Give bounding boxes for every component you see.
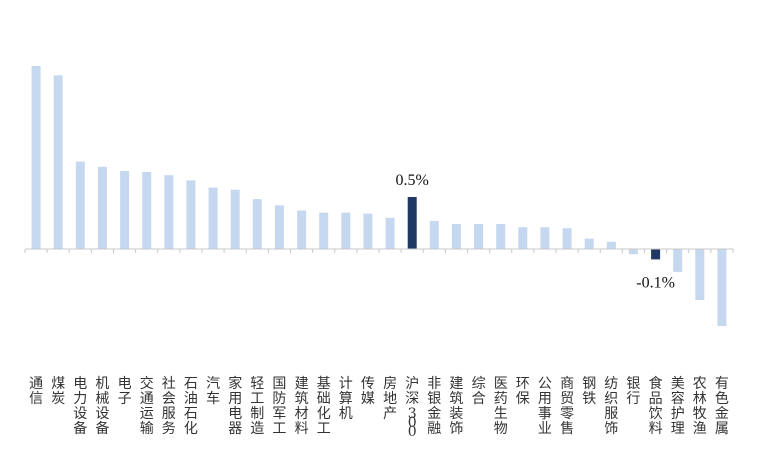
bar-20 [451,224,461,249]
category-label: 有色金属 [715,376,729,437]
bar-32 [717,249,727,326]
category-label: 美容护理 [671,376,685,437]
bar-24 [540,227,550,249]
category-label: 计算机 [339,376,353,422]
bar-30 [673,249,683,272]
category-label: 轻工制造 [250,376,264,437]
category-label: 石油石化 [184,376,198,437]
category-label: 通信 [29,376,43,407]
category-label: 钢铁 [582,376,596,407]
bar-16 [363,213,373,249]
bar-8 [186,180,196,249]
bar-26 [584,238,594,249]
bar-17 [385,217,395,249]
bar-4 [97,166,107,249]
bar-1 [31,66,41,249]
category-label: 汽车 [206,376,220,407]
category-label: 电子 [118,376,132,407]
data-labels-group: 0.5% -0.1% [396,172,675,291]
bar-7 [164,175,174,249]
category-label: 医药生物 [494,376,508,437]
category-label: 交通运输 [140,375,154,437]
category-label: 建筑材料 [295,376,309,437]
bars-group [31,66,727,326]
bar-28 [628,249,638,255]
bar-15 [341,212,351,249]
category-label: 食品饮料 [649,375,663,437]
category-label: 家用电器 [228,375,242,437]
category-label: 沪深 3 0 0 [405,376,419,440]
bar-18 [407,197,417,249]
category-label: 公用事业 [538,376,552,437]
bar-5 [120,171,130,249]
bar-14 [319,212,329,249]
category-label: 农林牧渔 [693,376,707,437]
bar-21 [474,224,484,249]
bar-22 [496,224,506,249]
category-label: 银行 [626,376,640,407]
data-label: 0.5% [396,172,429,189]
bar-12 [274,205,284,249]
category-label: 房地产 [383,376,397,422]
category-label: 纺织服饰 [604,376,618,437]
category-label: 社会服务 [162,376,176,437]
bar-2 [53,75,63,249]
category-label: 环保 [516,376,530,407]
bar-11 [252,199,262,249]
bar-19 [429,220,439,249]
category-label: 国防军工 [272,376,286,437]
bar-29 [651,249,661,260]
bar-23 [518,227,528,249]
category-label: 商贸零售 [560,376,574,437]
bar-13 [297,210,307,249]
category-label: 机械设备 [95,376,109,437]
category-label: 非银金融 [427,376,441,437]
bar-3 [75,161,85,249]
category-labels-group: 通信煤炭电力设备机械设备电子交通运输社会服务石油石化汽车家用电器轻工制造国防军工… [29,375,729,440]
bar-27 [606,241,616,249]
category-label: 传媒 [361,376,375,407]
axis-ticks-group [24,249,734,253]
data-label: -0.1% [636,274,675,291]
category-label: 基础化工 [317,375,331,437]
bar-9 [208,187,218,249]
category-label: 建筑装饰 [449,376,463,437]
bar-25 [562,228,572,249]
bar-6 [142,172,152,249]
bar-31 [695,249,705,300]
bar-10 [230,189,240,249]
category-label: 煤炭 [51,376,65,407]
category-label: 电力设备 [73,376,87,437]
category-label: 综合 [472,376,486,407]
